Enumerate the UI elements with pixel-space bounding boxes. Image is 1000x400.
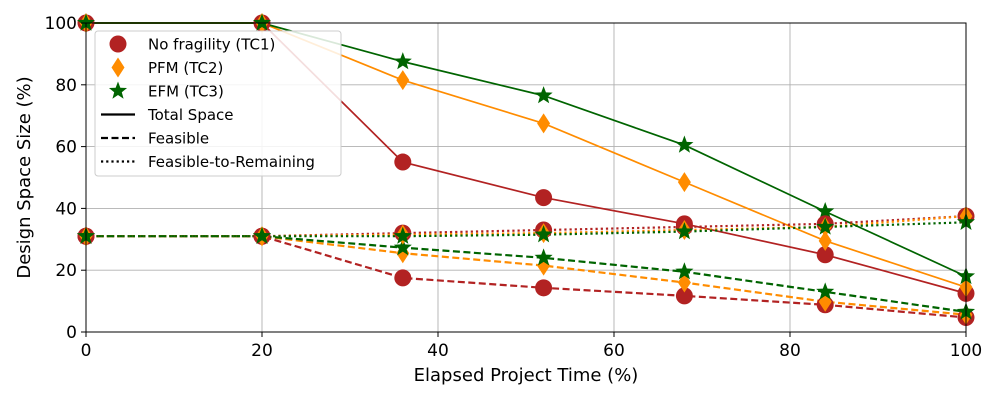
data-point-tc3-solid	[816, 201, 835, 220]
data-point-tc1-solid	[816, 246, 834, 264]
data-point-tc1-dashed	[535, 279, 553, 297]
data-point-tc3-dotted	[816, 217, 835, 235]
data-point-tc3-dotted	[393, 226, 412, 244]
y-tick-label: 80	[55, 76, 77, 96]
x-tick-label: 0	[81, 341, 92, 361]
x-tick-label: 20	[251, 341, 273, 361]
legend-marker-diamond	[111, 57, 125, 78]
y-axis: 0 20 40 60 80 100	[45, 14, 86, 343]
y-tick-label: 0	[66, 323, 77, 343]
data-point-tc1-solid	[394, 153, 412, 171]
data-point-tc3-solid	[534, 86, 553, 104]
x-tick-label: 80	[779, 341, 801, 361]
legend-label: EFM (TC3)	[148, 83, 224, 101]
y-tick-label: 100	[45, 14, 77, 34]
legend: No fragility (TC1) PFM (TC2) EFM (TC3) Tota…	[94, 30, 342, 177]
data-point-tc1-dashed	[675, 287, 693, 305]
data-point-tc3-solid	[252, 13, 272, 31]
data-point-tc3-dashed	[816, 282, 835, 300]
data-point-tc3-solid	[393, 52, 412, 70]
y-tick-label: 40	[55, 199, 77, 219]
legend-label: Total Space	[147, 106, 234, 124]
legend-label: Feasible	[148, 130, 209, 148]
legend-label: PFM (TC2)	[148, 59, 223, 77]
data-point-tc3-solid	[76, 13, 96, 31]
y-tick-label: 20	[55, 261, 77, 281]
legend-marker-star	[108, 81, 128, 99]
y-axis-label: Design Space Size (%)	[14, 76, 35, 278]
data-point-tc2-solid	[818, 230, 832, 251]
y-tick-label: 60	[55, 138, 77, 158]
data-point-tc2-solid	[677, 172, 691, 193]
data-point-tc1-dashed	[394, 269, 412, 287]
data-point-tc2-solid	[396, 70, 410, 91]
data-point-tc3-dotted	[252, 226, 272, 244]
legend-label: Feasible-to-Remaining	[148, 153, 315, 171]
data-point-tc3-dashed	[393, 238, 412, 256]
data-point-tc3-dashed	[534, 248, 553, 266]
data-point-tc1-solid	[535, 189, 553, 207]
x-axis: 0 20 40 60 80 100	[81, 332, 982, 361]
data-point-tc3-dotted	[675, 222, 694, 240]
legend-box	[94, 30, 342, 177]
data-point-tc3-dashed	[675, 262, 694, 280]
legend-label: No fragility (TC1)	[148, 36, 275, 54]
x-tick-label: 40	[427, 341, 449, 361]
data-point-tc3-dotted	[534, 225, 553, 243]
x-tick-label: 60	[603, 341, 625, 361]
legend-marker-circle	[109, 35, 127, 53]
x-axis-label: Elapsed Project Time (%)	[414, 365, 639, 386]
x-tick-label: 100	[950, 341, 982, 361]
plot-frame	[85, 22, 967, 333]
data-point-tc2-solid	[537, 113, 551, 134]
data-point-tc3-solid	[675, 135, 694, 153]
